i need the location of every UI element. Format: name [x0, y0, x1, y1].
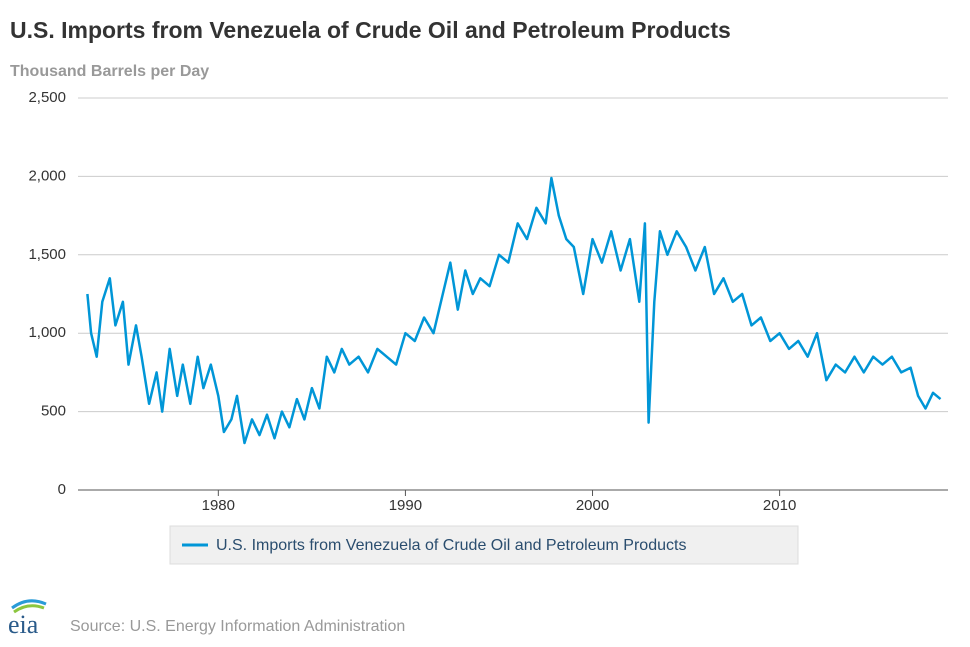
chart-title: U.S. Imports from Venezuela of Crude Oil…	[10, 17, 731, 43]
logo-swoosh	[11, 599, 47, 610]
y-tick-label: 2,000	[28, 167, 66, 184]
y-tick-label: 0	[58, 481, 66, 498]
y-tick-label: 500	[41, 403, 66, 420]
logo: eia	[8, 610, 39, 639]
source: Source: U.S. Energy Information Administ…	[70, 618, 405, 635]
legend-label: U.S. Imports from Venezuela of Crude Oil…	[216, 537, 686, 554]
line	[86, 176, 942, 445]
y-axis-label: Thousand Barrels per Day	[10, 63, 209, 80]
y-tick-label: 1,500	[28, 246, 66, 263]
x-tick-label: 1990	[389, 497, 422, 514]
y-tick-label: 1,000	[28, 324, 66, 341]
x-tick-label: 2010	[763, 497, 796, 514]
x-tick-label: 2000	[576, 497, 609, 514]
y-tick-label: 2,500	[28, 89, 66, 106]
legend-box	[169, 525, 799, 565]
x-tick-label: 1980	[202, 497, 235, 514]
logo-swoosh	[13, 604, 45, 614]
